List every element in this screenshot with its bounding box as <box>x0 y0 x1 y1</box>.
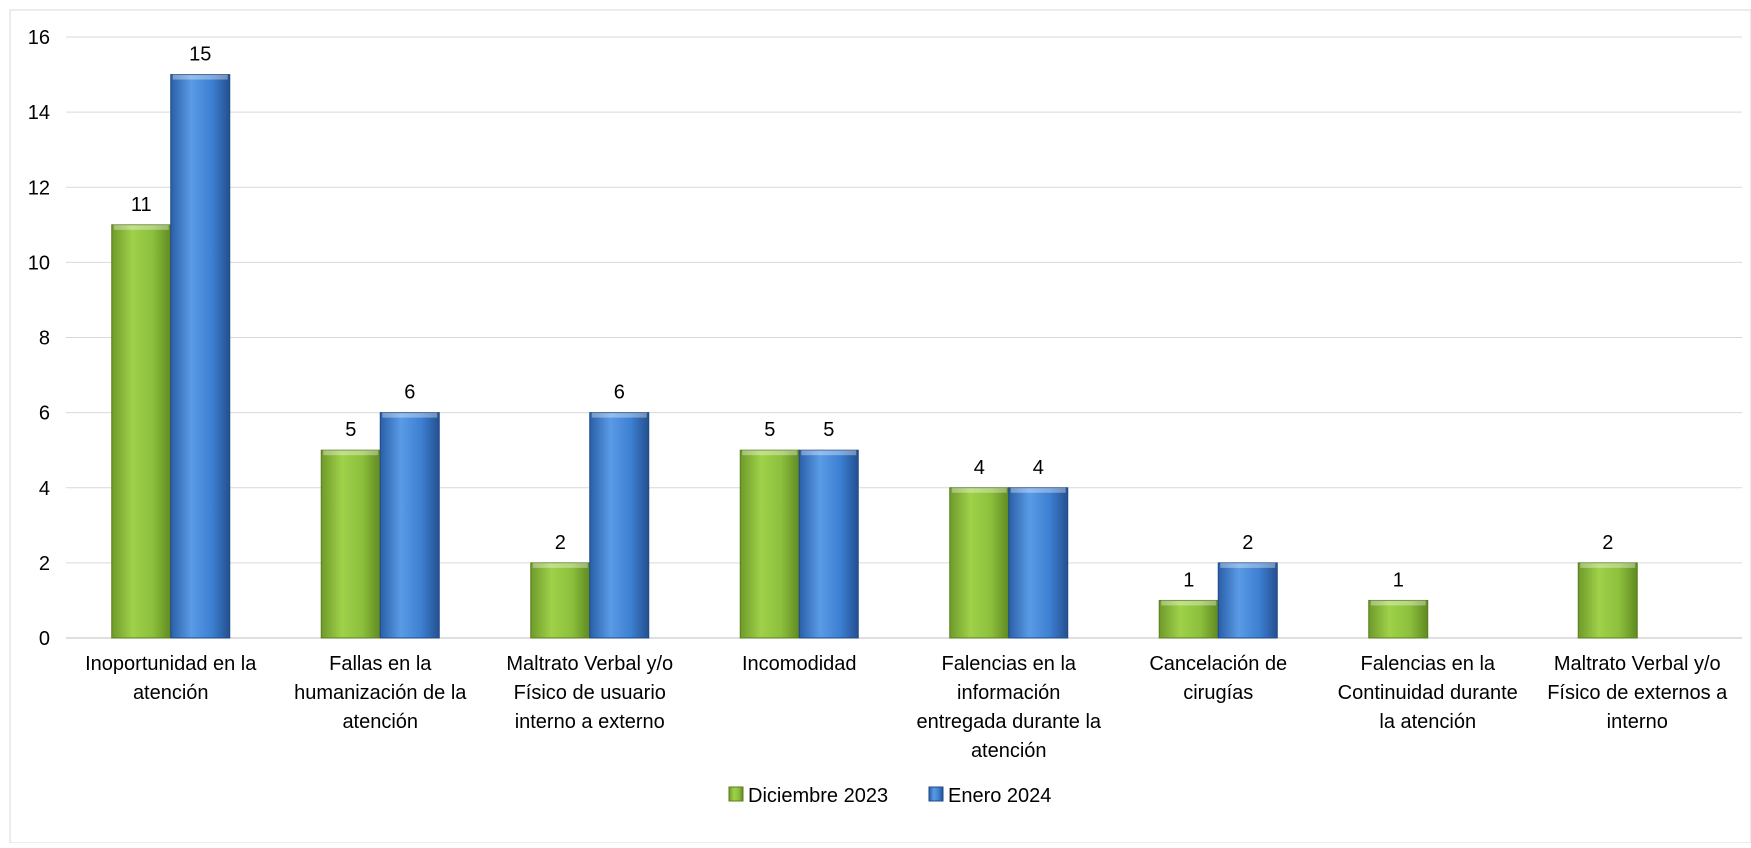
y-tick-label: 14 <box>28 102 50 124</box>
category-label: Falencias en la Continuidad durante la ate… <box>1338 653 1518 733</box>
data-label: 1 <box>1183 569 1194 591</box>
y-tick-label: 2 <box>39 553 50 575</box>
bar-top-bevel <box>532 562 588 568</box>
bar-enero-2024 <box>1217 562 1278 639</box>
category-label: Inoportunidad en la atención <box>85 653 257 704</box>
legend-swatch <box>728 786 744 802</box>
bar-top-bevel <box>113 224 169 230</box>
chart-border <box>9 9 1751 844</box>
bar-top-bevel <box>323 450 379 456</box>
bar-top-bevel <box>801 450 857 456</box>
data-label: 6 <box>404 382 415 404</box>
category-label: Falencias en la información entregada dura… <box>916 653 1101 762</box>
data-label: 11 <box>131 194 152 216</box>
y-tick-label: 6 <box>39 403 50 425</box>
bar-enero-2024 <box>170 74 231 639</box>
bar-diciembre-2023 <box>949 487 1010 639</box>
data-label: 2 <box>1242 532 1253 554</box>
category-label: Cancelación de cirugías <box>1149 653 1287 704</box>
data-label: 5 <box>345 419 356 441</box>
bar-top-bevel <box>591 412 647 418</box>
bar-top-bevel <box>1580 562 1636 568</box>
category-label: Maltrato Verbal y/o Físico de usuario inte… <box>506 653 673 733</box>
data-label: 6 <box>614 382 625 404</box>
data-labels: 11 15 5 6 2 6 5 5 4 4 1 2 1 2 <box>131 44 1613 592</box>
gridlines <box>66 36 1742 639</box>
y-tick-label: 16 <box>28 27 50 49</box>
bar-top-bevel <box>1010 487 1066 493</box>
legend-swatch <box>928 786 944 802</box>
y-tick-label: 12 <box>28 177 50 199</box>
y-tick-label: 8 <box>39 328 50 350</box>
data-label: 5 <box>764 419 775 441</box>
bar-top-bevel <box>172 74 228 80</box>
bar-diciembre-2023 <box>111 224 172 639</box>
data-label: 2 <box>1602 532 1613 554</box>
data-label: 15 <box>189 44 211 66</box>
bar-top-bevel <box>742 450 798 456</box>
bar-diciembre-2023 <box>1158 599 1219 639</box>
bar-diciembre-2023 <box>739 449 800 639</box>
bar-top-bevel <box>951 487 1007 493</box>
bar-enero-2024 <box>798 449 859 639</box>
bar-diciembre-2023 <box>1577 562 1638 639</box>
category-labels: Inoportunidad en la atención Fallas en la h… <box>85 653 1728 762</box>
data-label: 4 <box>1033 457 1044 479</box>
y-tick-label: 4 <box>39 478 50 500</box>
data-label: 5 <box>823 419 834 441</box>
bars <box>111 74 1638 639</box>
y-tick-label: 0 <box>39 628 50 650</box>
bar-top-bevel <box>1370 600 1426 606</box>
bar-diciembre-2023 <box>1368 599 1429 639</box>
legend-label: Diciembre 2023 <box>748 785 888 807</box>
data-label: 1 <box>1393 569 1404 591</box>
data-label: 2 <box>555 532 566 554</box>
data-label: 4 <box>974 457 985 479</box>
y-axis-ticks: 0 2 4 6 8 10 12 14 16 <box>28 27 50 650</box>
category-label: Fallas en la humanización de la atención <box>294 653 467 733</box>
bar-enero-2024 <box>589 412 650 639</box>
legend-label: Enero 2024 <box>948 785 1051 807</box>
bar-diciembre-2023 <box>320 449 381 639</box>
y-tick-label: 10 <box>28 252 50 274</box>
bar-diciembre-2023 <box>530 562 591 639</box>
bar-top-bevel <box>382 412 438 418</box>
bar-enero-2024 <box>1008 487 1069 639</box>
bar-top-bevel <box>1161 600 1217 606</box>
category-label: Incomodidad <box>742 653 857 675</box>
legend: Diciembre 2023 Enero 2024 <box>728 785 1051 807</box>
bar-top-bevel <box>1220 562 1276 568</box>
bar-enero-2024 <box>379 412 440 639</box>
